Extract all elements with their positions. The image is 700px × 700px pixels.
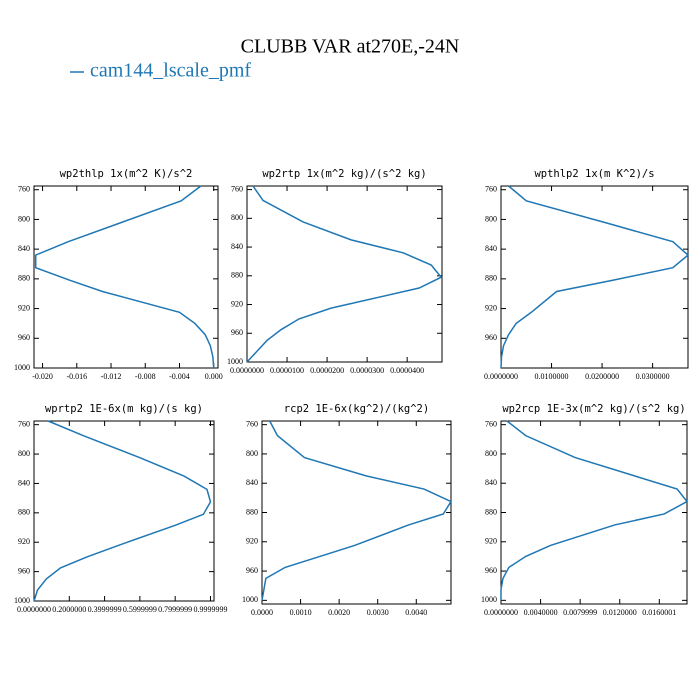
y-tick-label: 960 xyxy=(231,328,243,337)
profile-line xyxy=(261,420,453,601)
x-tick-label: 0.0160001 xyxy=(642,608,676,617)
y-tick-label: 840 xyxy=(231,242,243,251)
x-tick-label: -0.020 xyxy=(32,372,53,381)
y-tick-label: 960 xyxy=(485,566,497,575)
panel-title: wprtp2 1E-6x(m kg)/(s kg) xyxy=(45,403,203,415)
x-tick-label: 0.0000200 xyxy=(310,366,344,375)
plot-frame xyxy=(246,185,443,363)
x-tick-label: 0.000 xyxy=(205,372,223,381)
y-tick-label: 1000 xyxy=(14,363,30,372)
plot-frame xyxy=(33,420,215,602)
y-tick-label: 840 xyxy=(18,244,30,253)
y-tick-label: 960 xyxy=(485,333,497,342)
x-tick-label: 0.0000400 xyxy=(390,366,424,375)
x-tick-label: 0.0079999 xyxy=(563,608,597,617)
x-tick-label: 0.0000300 xyxy=(350,366,384,375)
y-tick-label: 920 xyxy=(231,299,243,308)
x-tick-label: 0.0000000 xyxy=(230,366,264,375)
y-tick-label: 920 xyxy=(485,537,497,546)
y-tick-label: 760 xyxy=(485,185,497,194)
profile-line xyxy=(500,420,689,601)
y-tick-label: 880 xyxy=(18,508,30,517)
profile-line xyxy=(500,185,690,369)
y-tick-label: 880 xyxy=(18,274,30,283)
figure-title: CLUBB VAR at270E,-24N xyxy=(241,36,460,58)
panel-title: wp2thlp 1x(m^2 K)/s^2 xyxy=(60,168,193,180)
x-tick-label: 0.0000000 xyxy=(484,608,518,617)
x-tick-label: 0.0120000 xyxy=(603,608,637,617)
x-tick-label: 0.0010 xyxy=(290,608,312,617)
y-tick-label: 760 xyxy=(18,420,30,429)
panel-title: rcp2 1E-6x(kg^2)/(kg^2) xyxy=(284,403,429,415)
y-tick-label: 960 xyxy=(18,333,30,342)
x-tick-label: 0.0040 xyxy=(405,608,427,617)
y-tick-label: 800 xyxy=(485,449,497,458)
x-tick-label: 0.5999999 xyxy=(123,605,157,614)
x-tick-label: 0.0000000 xyxy=(484,372,518,381)
x-tick-label: 0.0100000 xyxy=(535,372,569,381)
x-tick-label: 0.0040000 xyxy=(524,608,558,617)
x-tick-label: 0.0200000 xyxy=(585,372,619,381)
plot-frame xyxy=(500,185,689,369)
y-tick-label: 920 xyxy=(485,303,497,312)
x-tick-label: 0.9999999 xyxy=(193,605,227,614)
y-tick-label: 920 xyxy=(18,303,30,312)
y-tick-label: 1000 xyxy=(227,357,243,366)
y-tick-label: 800 xyxy=(18,214,30,223)
y-tick-label: 840 xyxy=(18,478,30,487)
y-tick-label: 920 xyxy=(246,537,258,546)
y-tick-label: 880 xyxy=(485,274,497,283)
x-tick-label: 0.0300000 xyxy=(636,372,670,381)
x-tick-label: 0.0000 xyxy=(251,608,273,617)
y-tick-label: 1000 xyxy=(242,595,258,604)
panel-title: wp2rtp 1x(m^2 kg)/(s^2 kg) xyxy=(262,168,426,180)
panel-title: wpthlp2 1x(m K^2)/s xyxy=(534,168,654,180)
y-tick-label: 920 xyxy=(18,537,30,546)
y-tick-label: 1000 xyxy=(14,596,30,605)
y-tick-label: 880 xyxy=(246,507,258,516)
y-tick-label: 760 xyxy=(18,185,30,194)
x-tick-label: -0.016 xyxy=(66,372,87,381)
x-tick-label: 0.0030 xyxy=(367,608,389,617)
x-tick-label: 0.0000100 xyxy=(270,366,304,375)
y-tick-label: 840 xyxy=(485,244,497,253)
y-tick-label: 800 xyxy=(485,214,497,223)
y-tick-label: 880 xyxy=(485,507,497,516)
panel-title: wp2rcp 1E-3x(m^2 kg)/(s^2 kg) xyxy=(502,403,685,415)
y-tick-label: 760 xyxy=(231,184,243,193)
legend-label: cam144_lscale_pmf xyxy=(90,60,251,82)
y-tick-label: 1000 xyxy=(481,595,497,604)
x-tick-label: 0.7999999 xyxy=(158,605,192,614)
x-tick-label: 0.3999999 xyxy=(88,605,122,614)
profile-line xyxy=(246,185,443,363)
y-tick-label: 800 xyxy=(18,449,30,458)
x-tick-label: 0.0000000 xyxy=(17,605,51,614)
y-tick-label: 800 xyxy=(246,449,258,458)
x-tick-label: -0.008 xyxy=(135,372,156,381)
y-tick-label: 840 xyxy=(485,478,497,487)
x-tick-label: -0.004 xyxy=(169,372,190,381)
profile-line xyxy=(33,420,212,602)
y-tick-label: 960 xyxy=(246,566,258,575)
x-tick-label: -0.012 xyxy=(101,372,122,381)
y-tick-label: 840 xyxy=(246,478,258,487)
y-tick-label: 880 xyxy=(231,271,243,280)
y-tick-label: 760 xyxy=(485,419,497,428)
y-tick-label: 760 xyxy=(246,419,258,428)
y-tick-label: 800 xyxy=(231,213,243,222)
x-tick-label: 0.0020 xyxy=(328,608,350,617)
profile-line xyxy=(34,185,215,369)
plot-frame xyxy=(33,185,219,369)
x-tick-label: 0.2000000 xyxy=(52,605,86,614)
y-tick-label: 960 xyxy=(18,566,30,575)
